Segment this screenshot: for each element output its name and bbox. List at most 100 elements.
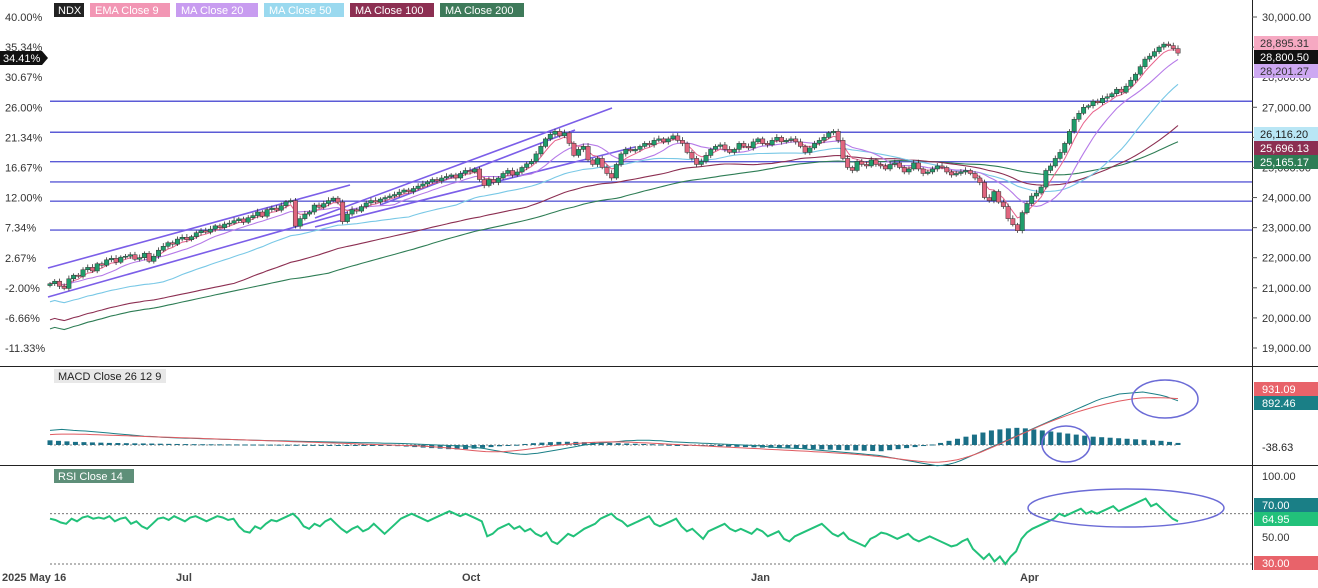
candle-body [453, 174, 459, 179]
candle-body [212, 225, 218, 230]
candle-body [47, 283, 53, 286]
candle-body [797, 141, 803, 147]
candle-body [1076, 113, 1082, 120]
candle-body [835, 131, 841, 141]
candle-body [628, 149, 633, 152]
candle-body [882, 165, 888, 170]
candle-body [779, 137, 784, 143]
candle-body [1166, 43, 1172, 46]
macd-histogram-bar [844, 445, 850, 451]
candle-body [174, 238, 180, 245]
candle-body [963, 170, 969, 173]
candle-body [321, 203, 327, 208]
candle-body [901, 167, 907, 173]
annotation-ellipses [1027, 379, 1225, 528]
candle-body [595, 158, 600, 165]
macd-histogram-bar [564, 441, 570, 445]
macd-histogram-bar [183, 444, 189, 446]
candle-body [71, 274, 77, 280]
macd-histogram-bar [81, 442, 87, 445]
trend-channel-line [379, 129, 576, 206]
macd-histogram-bar [615, 443, 621, 445]
candle-body [269, 207, 275, 210]
rsi-tick-70: 70.00 [1262, 500, 1290, 512]
macd-histogram-bar [1099, 437, 1105, 445]
candle-body [52, 280, 58, 285]
candle-body [524, 163, 530, 168]
trend-channel-line [47, 184, 351, 269]
candle-body [481, 179, 487, 186]
candle-body [123, 255, 128, 258]
macd-histogram-bar [717, 445, 723, 447]
candle-body [1147, 55, 1153, 60]
percent-tick: 16.67% [5, 163, 43, 175]
signal-line [49, 397, 1179, 463]
candle-body [533, 153, 539, 162]
badge-last-bg [1254, 50, 1318, 64]
candle-body [845, 158, 851, 168]
macd-labels: MACD Close 26 12 9 931.09 892.46 -38.63 [54, 369, 1318, 454]
candle-body [354, 209, 360, 212]
candle-body [104, 259, 110, 266]
macd-histogram-bar [123, 443, 129, 445]
candle-body [477, 168, 482, 180]
candle-body [127, 254, 133, 257]
x-tick-jan: Jan [751, 572, 770, 583]
candle-body [1090, 101, 1096, 107]
candle-body [410, 188, 416, 192]
rsi-tick-50: 50.00 [1262, 532, 1290, 544]
macd-histogram-bar [208, 444, 214, 446]
candle-body [85, 267, 91, 271]
legend-ema9: EMA Close 9 [95, 5, 159, 17]
candle-body [448, 174, 454, 177]
price-tick: 30,000.00 [1262, 12, 1311, 24]
candle-body [113, 258, 119, 263]
candle-body [679, 140, 685, 144]
macd-histogram-bar [55, 440, 61, 445]
candle-body [156, 249, 162, 257]
macd-histogram-bar [513, 444, 519, 446]
macd-histogram-bar [166, 443, 172, 445]
candle-body [444, 176, 449, 179]
candle-body [802, 146, 808, 153]
candle-body [363, 202, 369, 207]
price-tick: 22,000.00 [1262, 253, 1311, 265]
macd-histogram-bar [878, 445, 884, 452]
candle-body [623, 149, 629, 155]
candle-body [56, 280, 62, 287]
candle-body [118, 256, 124, 263]
candle-body [642, 143, 648, 147]
candle-body [585, 146, 591, 161]
candle-body [288, 200, 294, 203]
x-tick-jul: Jul [176, 572, 192, 583]
candle-body [514, 171, 520, 176]
candle-body [1151, 51, 1157, 57]
percent-tick: 30.67% [5, 72, 43, 84]
candle-body [1114, 88, 1120, 94]
macd-tick-1: 931.09 [1262, 384, 1296, 396]
percent-current-label: 34.41% [3, 53, 41, 65]
candle-body [661, 138, 667, 143]
macd-histogram-bar [242, 444, 248, 446]
candle-body [1057, 152, 1063, 159]
percent-tick: 21.34% [5, 132, 43, 144]
candle-body [203, 230, 209, 233]
percent-tick: 2.67% [5, 253, 36, 265]
rsi-tick-current: 64.95 [1262, 514, 1290, 526]
percent-axis: 40.00%35.34%30.67%26.00%21.34%16.67%12.0… [5, 12, 45, 355]
rsi-plot [49, 497, 1252, 566]
macd-histogram-bar [556, 441, 562, 445]
candle-body [1109, 93, 1115, 97]
candle-body [519, 167, 525, 173]
badge-ma50: 26,116.20 [1260, 129, 1308, 141]
macd-histogram-bar [497, 445, 503, 447]
candle-body [151, 255, 157, 262]
macd-histogram-bar [268, 444, 274, 446]
candle-body [274, 207, 279, 211]
candle-body [392, 194, 397, 197]
candle-body [783, 140, 789, 143]
candle-body [849, 167, 855, 171]
candle-body [694, 158, 700, 165]
macd-histogram-bar [954, 438, 960, 445]
macd-histogram-bar [539, 442, 545, 445]
